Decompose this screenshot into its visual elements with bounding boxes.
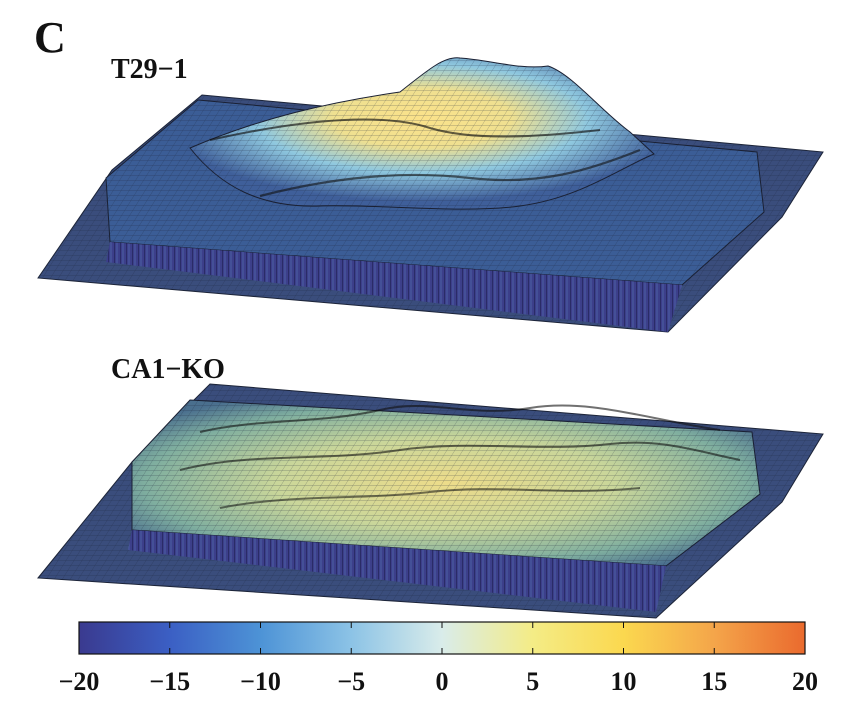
wall-bottom [128, 530, 666, 612]
peak-top-mesh [190, 57, 654, 210]
surface-title-ca1-ko: CA1−KO [111, 354, 225, 385]
panel-letter: C [34, 13, 66, 62]
surface-t29-1 [37, 57, 824, 333]
colorbar: −20 −15 −10 −5 0 5 10 15 20 [59, 621, 818, 696]
colorbar-tick-label: −10 [240, 667, 281, 696]
colorbar-tick-label: 0 [436, 667, 449, 696]
surface-title-t29-1: T29−1 [111, 54, 188, 85]
colorbar-tick-label: 15 [701, 667, 727, 696]
colorbar-tick-label: −5 [337, 667, 365, 696]
colorbar-ticks [78, 622, 806, 654]
wall-top [106, 242, 682, 332]
colorbar-tick-label: −15 [149, 667, 190, 696]
colorbar-tick-label: 5 [526, 667, 539, 696]
colorbar-tick-labels: −20 −15 −10 −5 0 5 10 15 20 [59, 667, 818, 696]
colorbar-tick-label: −20 [59, 667, 100, 696]
colorbar-tick-label: 10 [611, 667, 637, 696]
plateau-bottom-mesh [132, 400, 760, 566]
surface-ca1-ko [37, 383, 824, 619]
colorbar-tick-label: 20 [792, 667, 818, 696]
